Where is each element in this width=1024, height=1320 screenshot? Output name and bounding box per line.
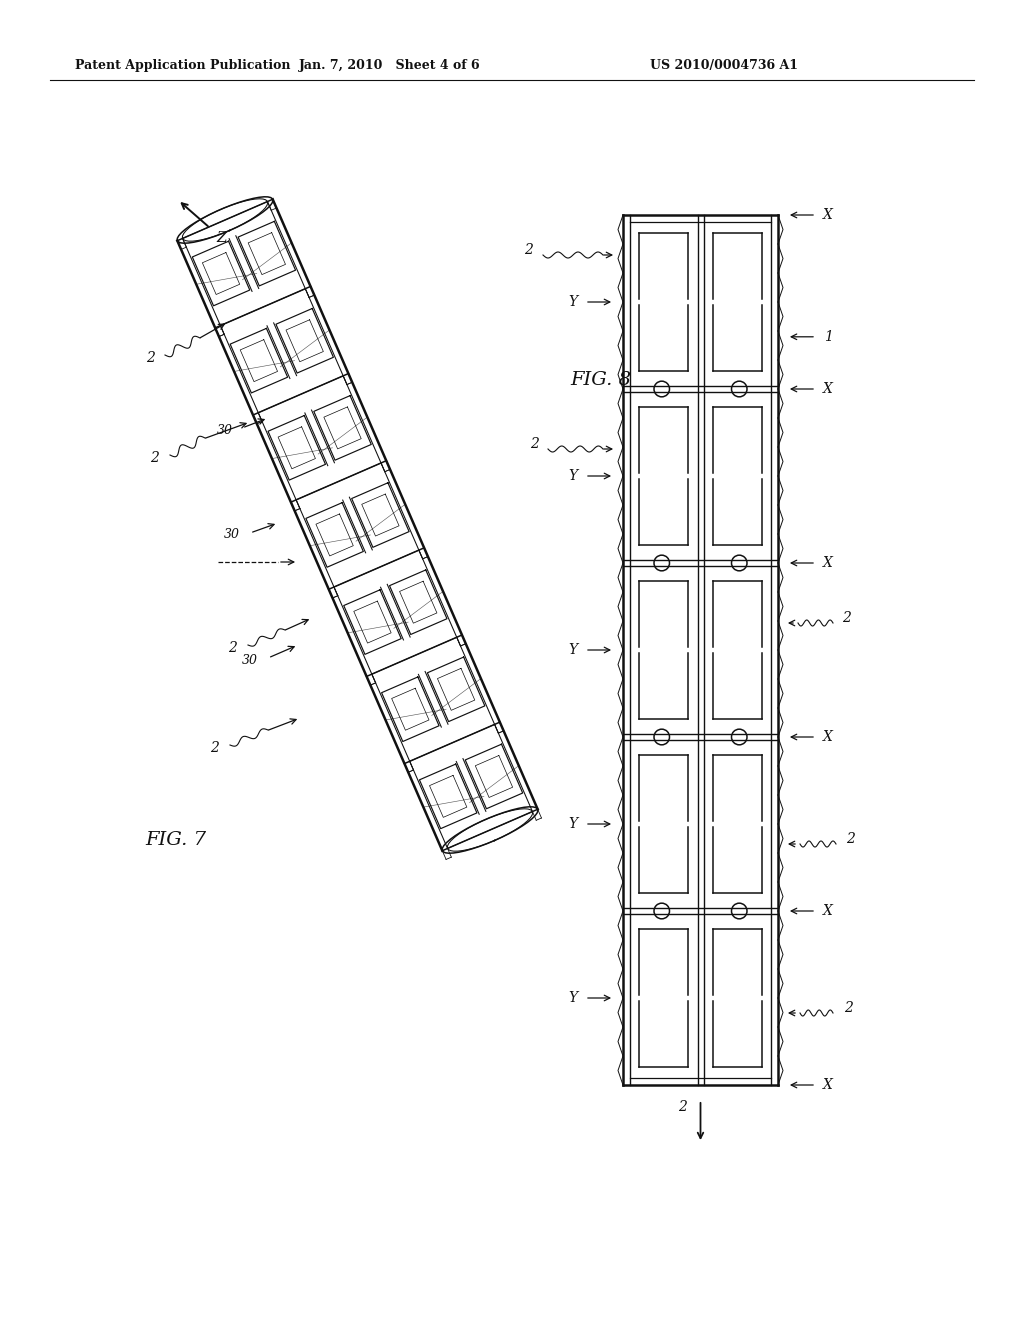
Text: X: X: [823, 209, 833, 222]
Text: Patent Application Publication: Patent Application Publication: [75, 58, 291, 71]
Text: 2: 2: [151, 451, 160, 465]
Text: 30: 30: [242, 653, 258, 667]
Text: X: X: [823, 1078, 833, 1092]
Text: 2: 2: [846, 832, 854, 846]
Text: US 2010/0004736 A1: US 2010/0004736 A1: [650, 58, 798, 71]
Text: FIG. 7: FIG. 7: [145, 832, 206, 849]
Text: 30: 30: [217, 424, 233, 437]
Text: 2: 2: [145, 351, 155, 366]
Text: 2: 2: [211, 741, 219, 755]
Text: 2: 2: [842, 611, 851, 624]
Text: Y: Y: [568, 817, 578, 832]
Text: 2: 2: [523, 243, 532, 257]
Text: Y: Y: [568, 294, 578, 309]
Text: X: X: [823, 556, 833, 570]
Text: X: X: [823, 730, 833, 744]
Text: 2: 2: [844, 1001, 852, 1015]
Text: 30: 30: [224, 528, 240, 541]
Text: Y: Y: [568, 469, 578, 483]
Text: Z: Z: [217, 231, 227, 246]
Text: Jan. 7, 2010   Sheet 4 of 6: Jan. 7, 2010 Sheet 4 of 6: [299, 58, 481, 71]
Text: 2: 2: [530, 437, 540, 451]
Text: X: X: [823, 904, 833, 917]
Text: X: X: [823, 381, 833, 396]
Text: Y: Y: [568, 643, 578, 657]
Text: 1: 1: [823, 330, 833, 343]
Text: Y: Y: [568, 991, 578, 1005]
Text: FIG. 8: FIG. 8: [570, 371, 631, 389]
Text: 2: 2: [678, 1100, 687, 1114]
Text: 2: 2: [228, 642, 238, 655]
